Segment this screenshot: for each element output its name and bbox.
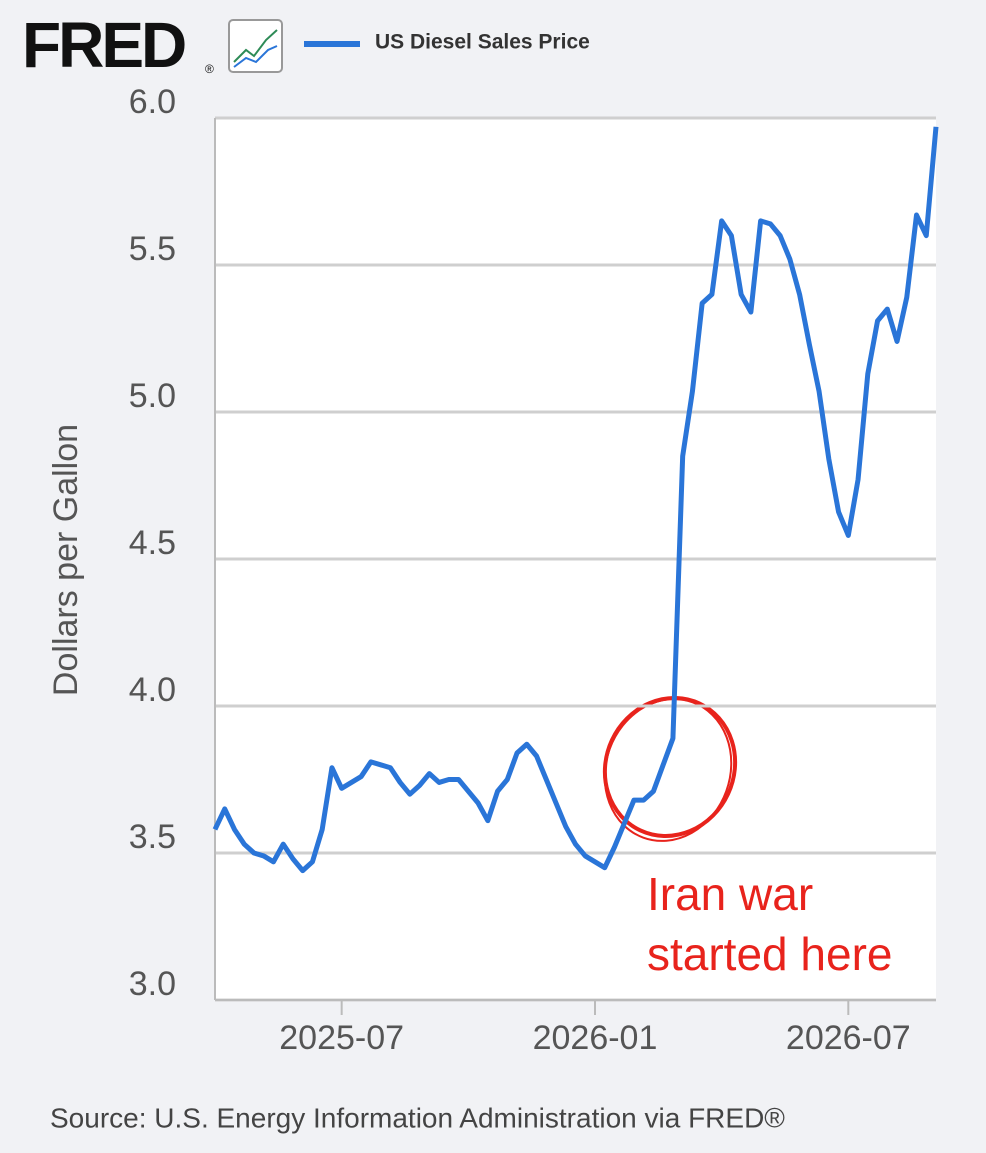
logo-icon [228,19,283,73]
annotation-circle [603,698,733,842]
y-tick-label: 3.0 [129,965,176,1003]
annotation: Iran war [647,868,813,920]
y-tick-label: 4.5 [129,524,176,562]
y-axis-title: Dollars per Gallon [47,424,85,696]
x-tick-label: 2026-01 [533,1019,658,1057]
y-tick-label: 5.0 [129,377,176,415]
annotation: started here [647,928,892,980]
logo-mark: ® [205,62,214,76]
y-tick-label: 6.0 [129,83,176,121]
y-tick-label: 5.5 [129,230,176,268]
source: Source: U.S. Energy Information Administ… [50,1102,785,1133]
x-tick-label: 2025-07 [279,1019,404,1057]
data-line [212,126,939,874]
logo: FRED [22,9,185,81]
legend-label: US Diesel Sales Price [375,31,590,54]
y-tick-label: 4.0 [129,671,176,709]
annotation-circle [602,696,738,838]
x-tick-label: 2026-07 [786,1019,911,1057]
y-tick-label: 3.5 [129,818,176,856]
